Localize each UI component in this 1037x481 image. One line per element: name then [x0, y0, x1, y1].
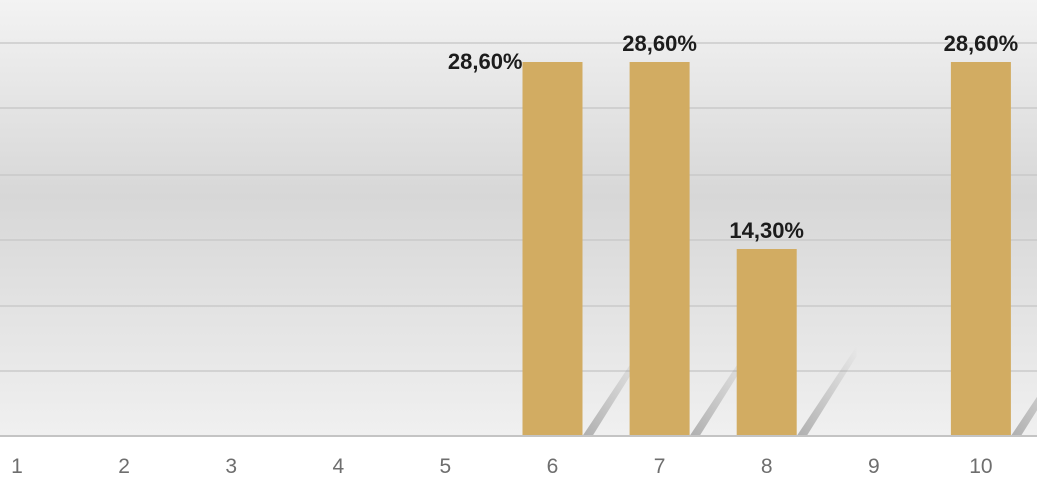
bar-shadow-8 [796, 346, 857, 436]
plot-background [0, 0, 1037, 436]
data-label-7: 28,60% [622, 31, 697, 56]
bar-shadow-10 [1010, 396, 1037, 436]
bar-shadow-7 [689, 346, 750, 436]
data-labels: 28,60% 28,60% 14,30% 28,60% [448, 31, 1018, 243]
x-tick-label-5: 5 [440, 455, 452, 478]
data-label-6: 28,60% [448, 49, 523, 74]
bar-6 [522, 62, 583, 436]
gridlines [0, 42, 1037, 372]
data-label-8: 14,30% [729, 218, 804, 243]
x-tick-label-4: 4 [332, 455, 344, 478]
bars [522, 62, 1011, 436]
x-tick-label-7: 7 [654, 455, 666, 478]
x-tick-label-1: 1 [11, 455, 23, 478]
x-tick-label-8: 8 [761, 455, 773, 478]
x-axis-ticks: 1 2 3 4 5 6 7 8 9 10 [11, 455, 992, 478]
bar-10 [950, 62, 1011, 436]
bar-8 [736, 249, 797, 436]
data-label-10: 28,60% [944, 31, 1019, 56]
bar-shadow-6 [582, 346, 643, 436]
x-tick-label-9: 9 [868, 455, 880, 478]
x-tick-label-6: 6 [547, 455, 559, 478]
bar-7 [629, 62, 690, 436]
x-tick-label-2: 2 [118, 455, 130, 478]
x-tick-label-3: 3 [225, 455, 237, 478]
x-tick-label-10: 10 [969, 455, 992, 478]
bar-shadows [582, 346, 1037, 436]
